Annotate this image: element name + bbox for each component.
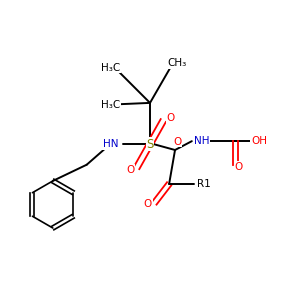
Text: H₃C: H₃C <box>100 63 120 73</box>
Text: O: O <box>235 162 243 172</box>
Text: H₃C: H₃C <box>100 100 120 110</box>
Text: O: O <box>126 165 134 175</box>
Text: O: O <box>173 137 181 147</box>
Text: R1: R1 <box>196 179 210 189</box>
Text: OH: OH <box>251 136 267 146</box>
Text: CH₃: CH₃ <box>168 58 187 68</box>
Text: HN: HN <box>103 139 118 149</box>
Text: O: O <box>167 113 175 123</box>
Text: NH: NH <box>194 136 209 146</box>
Text: O: O <box>144 200 152 209</box>
Text: S: S <box>146 138 154 151</box>
